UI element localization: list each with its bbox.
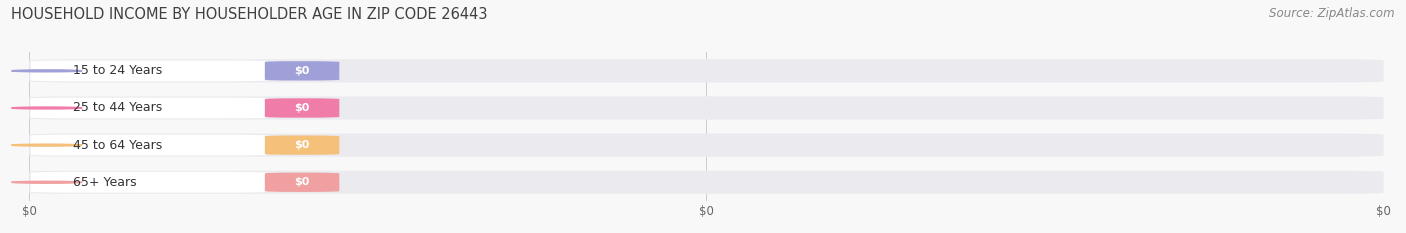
Text: 25 to 44 Years: 25 to 44 Years <box>73 102 162 114</box>
Text: $0: $0 <box>294 177 309 187</box>
Circle shape <box>11 181 82 183</box>
FancyBboxPatch shape <box>31 98 267 118</box>
FancyBboxPatch shape <box>30 96 1384 120</box>
Text: 15 to 24 Years: 15 to 24 Years <box>73 64 162 77</box>
Text: $0: $0 <box>294 140 309 150</box>
FancyBboxPatch shape <box>264 173 339 192</box>
Text: $0: $0 <box>294 103 309 113</box>
Text: 45 to 64 Years: 45 to 64 Years <box>73 139 162 152</box>
Circle shape <box>11 70 82 72</box>
Text: 65+ Years: 65+ Years <box>73 176 136 189</box>
Text: $0: $0 <box>294 66 309 76</box>
FancyBboxPatch shape <box>31 135 267 155</box>
Text: HOUSEHOLD INCOME BY HOUSEHOLDER AGE IN ZIP CODE 26443: HOUSEHOLD INCOME BY HOUSEHOLDER AGE IN Z… <box>11 7 488 22</box>
Text: Source: ZipAtlas.com: Source: ZipAtlas.com <box>1270 7 1395 20</box>
FancyBboxPatch shape <box>264 61 339 81</box>
FancyBboxPatch shape <box>264 135 339 155</box>
FancyBboxPatch shape <box>31 172 267 193</box>
FancyBboxPatch shape <box>30 59 1384 82</box>
Circle shape <box>11 107 82 109</box>
FancyBboxPatch shape <box>30 134 1384 157</box>
Circle shape <box>11 144 82 146</box>
FancyBboxPatch shape <box>264 98 339 118</box>
FancyBboxPatch shape <box>31 60 267 81</box>
FancyBboxPatch shape <box>30 171 1384 194</box>
